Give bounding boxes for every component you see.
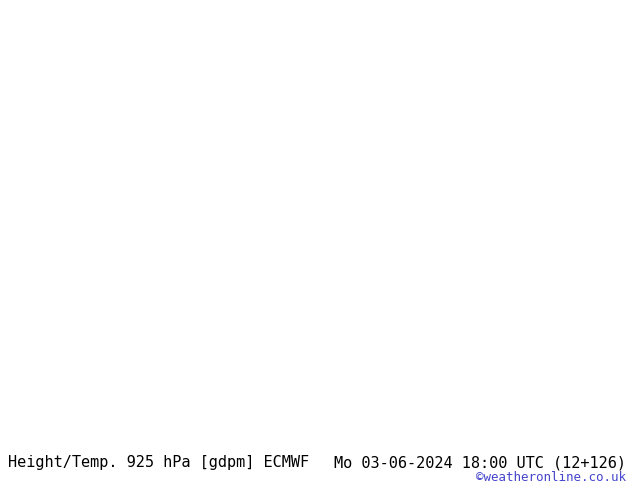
Text: ©weatheronline.co.uk: ©weatheronline.co.uk [476,471,626,484]
Text: Mo 03-06-2024 18:00 UTC (12+126): Mo 03-06-2024 18:00 UTC (12+126) [334,455,626,470]
Text: Height/Temp. 925 hPa [gdpm] ECMWF: Height/Temp. 925 hPa [gdpm] ECMWF [8,455,309,470]
